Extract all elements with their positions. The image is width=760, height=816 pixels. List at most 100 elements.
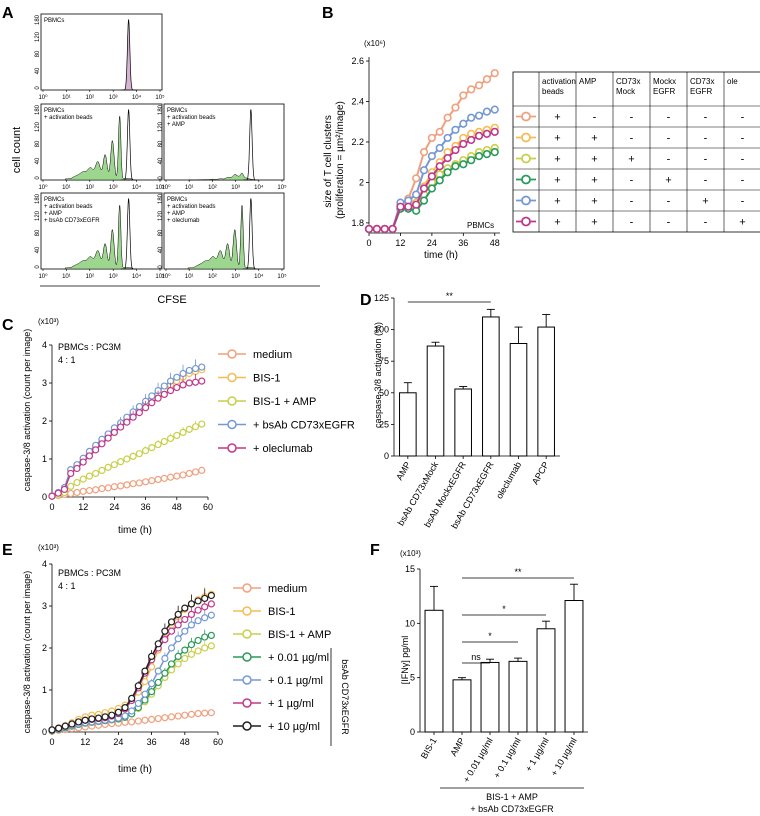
x-tick-label: 24 bbox=[109, 502, 119, 512]
data-point bbox=[443, 133, 452, 143]
data-point bbox=[194, 617, 202, 625]
panel-c-x-axis-title: time (h) bbox=[118, 525, 152, 536]
y-tick-label: 80 bbox=[158, 140, 164, 147]
histogram-sample-label: + activation beads bbox=[44, 115, 93, 121]
data-point bbox=[128, 707, 136, 715]
x-tick-label: 10⁴ bbox=[254, 273, 264, 280]
data-point bbox=[467, 135, 476, 145]
x-tick-label: 0 bbox=[49, 737, 54, 747]
y-tick-label: 10 bbox=[405, 618, 415, 628]
y-tick-label: 2 bbox=[42, 416, 47, 426]
data-point bbox=[154, 714, 162, 723]
data-point bbox=[185, 425, 193, 433]
legend-label: BIS-1 bbox=[253, 373, 281, 385]
data-point bbox=[161, 669, 169, 677]
data-point bbox=[128, 718, 136, 726]
data-point bbox=[85, 472, 94, 480]
data-point bbox=[482, 75, 492, 84]
panel-b-y-axis-title: size of T cell clusters (proliferation =… bbox=[323, 101, 346, 219]
data-point bbox=[451, 145, 460, 155]
table-cell: - bbox=[741, 112, 745, 124]
x-tick-label: 60 bbox=[213, 737, 223, 747]
y-tick-label: 2.6 bbox=[351, 56, 364, 66]
data-point bbox=[135, 402, 143, 411]
x-tick-label: 10¹ bbox=[185, 185, 194, 191]
y-tick-label: 0 bbox=[410, 727, 415, 737]
data-point bbox=[167, 660, 176, 668]
data-point bbox=[174, 610, 182, 619]
panel-f-group-label-line2: + bsAb CD73xEGFR bbox=[470, 804, 554, 814]
data-point bbox=[92, 446, 100, 454]
y-tick-label: 0 bbox=[158, 265, 164, 269]
bar bbox=[508, 660, 528, 733]
data-point bbox=[134, 682, 142, 690]
data-point bbox=[467, 113, 476, 122]
panel-e-y-axis-title: caspase-3/8 activation (count per image) bbox=[22, 571, 32, 734]
legend-label: + oleclumab bbox=[253, 443, 313, 455]
x-tick-label: 10² bbox=[85, 185, 94, 191]
table-series-marker bbox=[521, 216, 531, 227]
data-point bbox=[129, 452, 137, 460]
panel-c-legend: medium BIS-1 BIS-1 + AMP + bsAb CD73xEGFR + … bbox=[218, 349, 355, 455]
data-point bbox=[148, 680, 156, 688]
table-cell: - bbox=[741, 133, 745, 145]
panel-e-bracket-label: bsAb CD73xEGFR bbox=[340, 659, 350, 735]
data-point bbox=[435, 143, 444, 153]
data-point bbox=[427, 172, 436, 181]
table-cell: - bbox=[667, 133, 671, 145]
legend-marker bbox=[242, 721, 252, 731]
x-tick-label: 10⁴ bbox=[254, 184, 264, 191]
data-point bbox=[174, 660, 182, 668]
data-point bbox=[412, 174, 421, 183]
data-point bbox=[191, 468, 200, 476]
table-cell: + bbox=[739, 217, 745, 229]
data-point bbox=[201, 709, 209, 717]
data-point bbox=[427, 184, 436, 193]
data-point bbox=[141, 690, 149, 698]
data-point bbox=[148, 652, 156, 661]
legend-marker bbox=[242, 675, 252, 685]
y-tick-label: 80 bbox=[35, 140, 41, 147]
data-point bbox=[173, 373, 181, 381]
data-point bbox=[427, 133, 436, 143]
histogram-sample-label: + AMP bbox=[44, 211, 62, 217]
y-tick-label: 75 bbox=[379, 356, 389, 366]
panel-letter-a: A bbox=[2, 5, 14, 22]
data-point bbox=[135, 450, 143, 458]
data-point bbox=[134, 717, 142, 725]
x-tick-label: 10⁰ bbox=[38, 184, 48, 191]
x-tick-label: 10¹ bbox=[62, 274, 71, 280]
data-point bbox=[185, 469, 193, 478]
data-point bbox=[123, 418, 131, 426]
legend-label: + 1 µg/ml bbox=[268, 698, 314, 710]
x-tick-label: 10⁰ bbox=[38, 94, 48, 101]
bar bbox=[452, 679, 472, 733]
panel-b-line-chart: 0 12 24 36 48 1.8 2 2.2 2.4 2.6 bbox=[351, 56, 500, 248]
y-tick-label: 120 bbox=[35, 210, 41, 221]
legend-label: BIS-1 bbox=[268, 606, 296, 618]
table-cell: - bbox=[630, 133, 634, 145]
panel-a-y-axis-label: cell count bbox=[11, 127, 23, 173]
histogram-sample-curve bbox=[187, 205, 256, 270]
x-tick-label: 10⁴ bbox=[132, 184, 142, 191]
data-point bbox=[181, 627, 189, 635]
x-tick-label: 0 bbox=[366, 238, 371, 248]
y-tick-label: 0 bbox=[35, 265, 41, 269]
y-tick-label: 5 bbox=[410, 673, 415, 683]
bar bbox=[537, 326, 555, 457]
data-point bbox=[427, 152, 436, 161]
data-point bbox=[459, 119, 468, 128]
table-cell: - bbox=[741, 196, 745, 208]
data-point bbox=[166, 473, 175, 481]
table-header-cell: CD73x Mock bbox=[616, 77, 640, 96]
table-cell: - bbox=[667, 217, 671, 229]
data-point bbox=[123, 455, 131, 463]
x-tick-label: oleclumab bbox=[494, 460, 523, 501]
table-header-cell: Mockx EGFR bbox=[653, 77, 676, 96]
x-tick-label: 10³ bbox=[109, 274, 118, 280]
y-tick-label: 15 bbox=[405, 564, 415, 574]
y-tick-label: 120 bbox=[35, 121, 41, 132]
data-point bbox=[490, 127, 499, 136]
x-tick-label: 24 bbox=[113, 737, 123, 747]
